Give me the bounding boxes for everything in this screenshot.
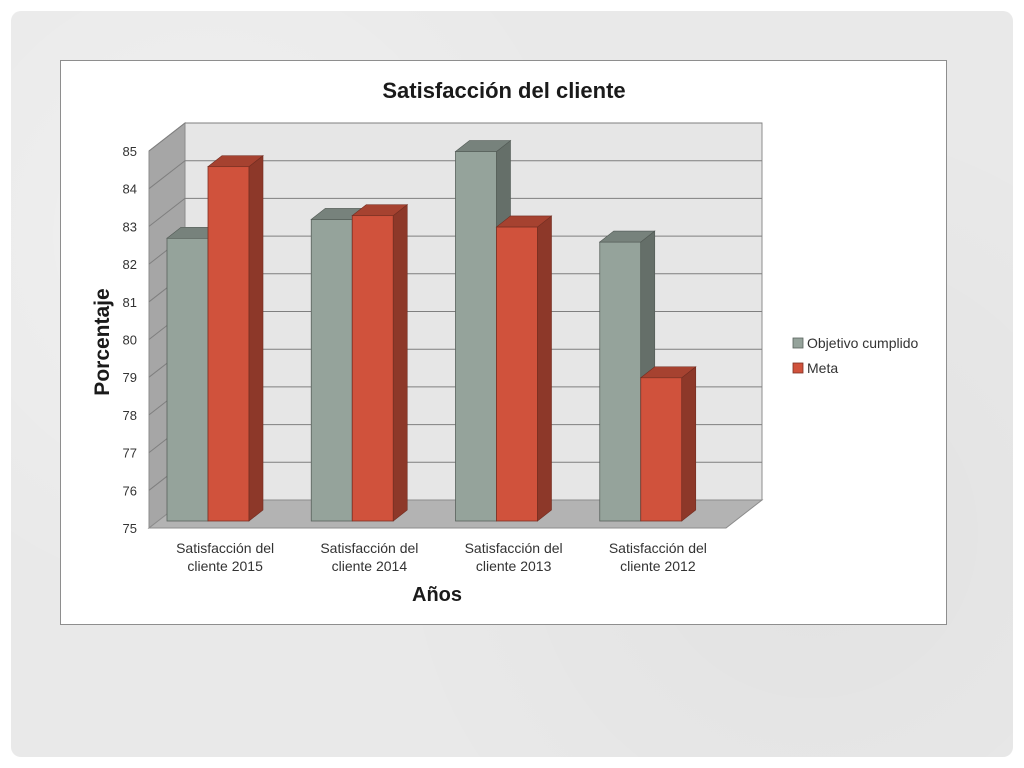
y-tick-label: 82 (123, 257, 137, 272)
x-tick-label: Satisfacción del cliente 2014 (320, 540, 418, 574)
bar-front (351, 215, 394, 522)
x-axis-ticks: Satisfacción del cliente 2015Satisfacción… (176, 540, 707, 574)
bar-series (166, 139, 697, 522)
bar-front (640, 377, 683, 522)
y-tick-label: 81 (123, 295, 137, 310)
y-tick-label: 79 (123, 370, 137, 385)
legend-label: Objetivo cumplido (807, 335, 918, 351)
y-tick-label: 76 (123, 483, 137, 498)
bar (495, 215, 553, 522)
chart-container: Satisfacción del cliente 75 76 77 78 79 80 81 8… (60, 60, 947, 625)
bar-top (598, 230, 656, 243)
y-tick-label: 78 (123, 408, 137, 423)
legend-swatch (792, 337, 804, 349)
bar-chart: Satisfacción del cliente 75 76 77 78 79 80 81 8… (91, 78, 918, 606)
x-tick-label: Satisfacción del cliente 2015 (176, 540, 274, 574)
y-axis-label: Porcentaje (91, 288, 114, 395)
x-tick-label: Satisfacción del cliente 2013 (465, 540, 563, 574)
bar-front (455, 151, 497, 522)
x-tick-line: Satisfacción del (320, 540, 418, 556)
legend-swatch (792, 362, 804, 374)
x-axis-label: Años (412, 584, 462, 606)
x-tick-line: cliente 2012 (620, 558, 696, 574)
bar-side (392, 204, 408, 522)
y-tick-label: 85 (123, 144, 137, 159)
bar (639, 366, 697, 522)
bar-front (496, 226, 538, 522)
x-tick-label: Satisfacción del cliente 2012 (609, 540, 707, 574)
bar-front (310, 218, 353, 522)
y-tick-label: 80 (123, 333, 137, 348)
y-tick-label: 83 (123, 219, 137, 234)
bar-top (454, 140, 512, 152)
y-tick-label: 77 (123, 446, 137, 461)
bar-side (248, 155, 264, 522)
bar (207, 155, 264, 522)
bar-front (599, 241, 642, 522)
bar-side (537, 215, 552, 522)
bar-front (166, 237, 209, 522)
y-tick-label: 84 (123, 182, 137, 197)
bar-top (495, 215, 553, 228)
bar-front (207, 166, 250, 522)
legend: Objetivo cumplido Meta (792, 335, 918, 376)
x-tick-line: Satisfacción del (609, 540, 707, 556)
bar-top (207, 155, 264, 167)
chart-title: Satisfacción del cliente (382, 78, 625, 103)
bar-top (639, 366, 697, 379)
bar-side (681, 366, 697, 522)
gridline (148, 160, 762, 190)
x-tick-line: Satisfacción del (176, 540, 274, 556)
x-tick-line: Satisfacción del (465, 540, 563, 556)
gridline (148, 122, 762, 152)
bar-top (351, 204, 409, 216)
x-tick-line: cliente 2013 (476, 558, 552, 574)
gridline (148, 197, 762, 227)
bar (351, 204, 409, 522)
y-axis-ticks: 75 76 77 78 79 80 81 82 83 84 85 (123, 144, 137, 536)
y-tick-label: 75 (123, 521, 137, 536)
x-tick-line: cliente 2015 (187, 558, 263, 574)
legend-label: Meta (807, 360, 838, 376)
x-tick-line: cliente 2014 (332, 558, 408, 574)
